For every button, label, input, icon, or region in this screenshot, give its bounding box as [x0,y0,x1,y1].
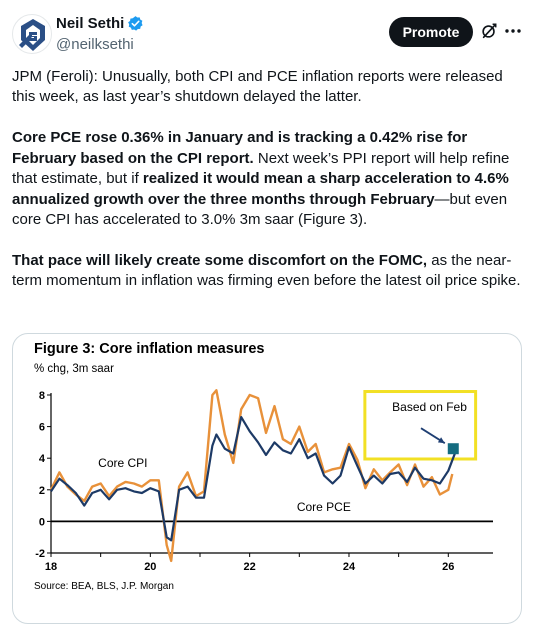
avatar[interactable] [12,14,52,54]
series-label-core-cpi: Core CPI [98,456,147,470]
author-handle[interactable]: @neilksethi [56,36,134,53]
chart-title: Figure 3: Core inflation measures [34,341,264,357]
promote-button[interactable]: Promote [389,17,473,47]
callout-arrowhead [437,437,445,444]
x-tick-label: 26 [442,561,454,573]
verified-badge-icon [128,16,143,31]
chart-source: Source: BEA, BLS, J.P. Morgan [34,581,174,592]
tweet-p2-normal-a: Next week’s PPI report will help refine … [12,149,510,188]
x-tick-label: 20 [144,561,156,573]
chart-ylabel: % chg, 3m saar [34,363,114,375]
tweet-p3-normal: as the near-term momentum in inflation w… [12,251,521,290]
grok-icon[interactable] [480,22,498,40]
callout-label: Based on Feb [392,400,467,414]
y-tick-label: 2 [39,485,45,497]
chart-series [49,389,458,563]
chart-axes [47,393,493,557]
series-line-core-pce [50,415,458,542]
tweet-p3-bold: That pace will likely create some discom… [12,251,428,269]
y-tick-label: 0 [39,516,45,528]
x-tick-label: 24 [343,561,356,573]
author-display-name[interactable]: Neil Sethi [56,15,125,32]
y-tick-label: 6 [39,422,45,434]
tweet-p2-normal-b: —but even core CPI has accelerated to 3.… [12,190,508,228]
tweet-header: Neil Sethi @neilksethi Promote [0,0,537,60]
x-tick-label: 22 [244,561,256,573]
more-icon[interactable] [503,22,523,40]
chart-image[interactable]: Figure 3: Core inflation measures % chg,… [12,333,522,624]
callout-box [363,390,478,461]
y-tick-label: -2 [35,548,45,560]
tweet-paragraph-3: That pace will likely create some discom… [12,251,524,292]
tweet-p2-bold-a: Core PCE rose 0.36% in January and is tr… [12,129,468,167]
tweet-p1-text: JPM (Feroli): Unusually, both CPI and PC… [12,68,503,106]
y-tick-label: 4 [39,453,46,465]
series-line-core-cpi [49,389,454,563]
author-name-row: Neil Sethi [56,15,144,32]
series-label-core-pce: Core PCE [297,500,351,514]
tweet-paragraph-1: JPM (Feroli): Unusually, both CPI and PC… [12,67,524,108]
y-tick-label: 8 [39,390,45,402]
chart-svg: Figure 3: Core inflation measures % chg,… [34,341,493,592]
sa-logo-icon [19,19,45,51]
tweet-paragraph-2: Core PCE rose 0.36% in January and is tr… [12,128,524,230]
x-tick-label: 18 [45,561,57,573]
feb-estimate-marker [447,443,459,455]
tweet-text: JPM (Feroli): Unusually, both CPI and PC… [12,67,524,292]
tweet-p2-bold-b: realized it would mean a sharp accelerat… [12,170,509,208]
